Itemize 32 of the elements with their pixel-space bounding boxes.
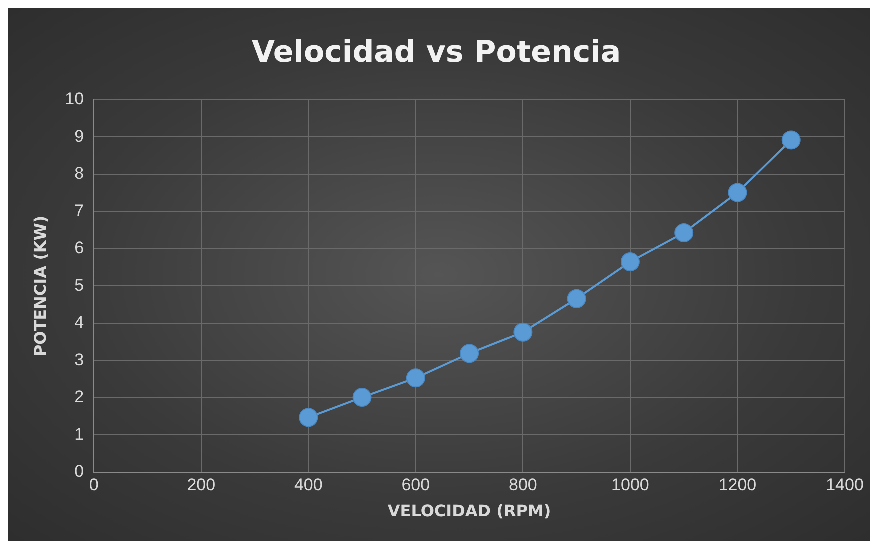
x-tick-label: 800 (509, 475, 538, 494)
point (620, 252, 640, 272)
point (567, 289, 586, 308)
point (728, 183, 748, 202)
y-tick-label: 0 (74, 462, 84, 482)
point (352, 388, 372, 408)
y-axis-title: POTENCIA (KW) (30, 216, 50, 357)
x-tick-label: 200 (187, 475, 216, 494)
x-tick-label: 400 (294, 475, 323, 494)
x-tick-label: 1200 (718, 475, 757, 494)
y-tick-label: 10 (65, 90, 84, 109)
x-tick-label: 600 (402, 475, 430, 494)
y-tick-label: 5 (74, 276, 84, 295)
point (406, 368, 426, 388)
y-tick-label: 2 (74, 388, 84, 407)
point (674, 223, 694, 242)
y-tick-label: 6 (74, 238, 84, 258)
y-tick-label: 4 (74, 313, 84, 332)
y-tick-label: 7 (74, 201, 84, 220)
point (782, 130, 801, 150)
y-tick-label: 3 (74, 350, 84, 370)
x-tick-label: 1400 (826, 475, 864, 494)
x-tick-label: 0 (89, 475, 99, 494)
chart-title: Velocidad vs Potencia (252, 34, 622, 70)
y-tick-label: 1 (74, 424, 84, 444)
x-tick-label: 1000 (612, 475, 650, 494)
point (514, 322, 533, 342)
y-tick-label: 9 (74, 126, 84, 146)
x-axis-title: VELOCIDAD (RPM) (388, 502, 552, 521)
y-tick-label: 8 (74, 164, 84, 184)
point (299, 408, 318, 428)
point (460, 344, 480, 364)
